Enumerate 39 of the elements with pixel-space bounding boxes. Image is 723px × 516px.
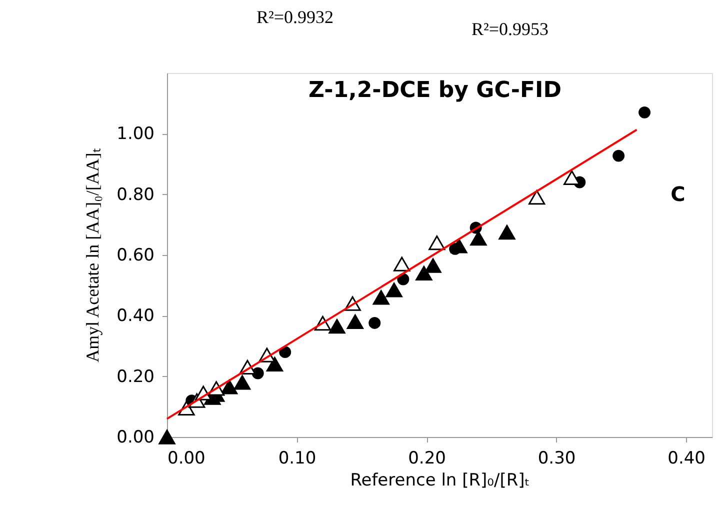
x-tick-label: 0.30: [538, 448, 576, 468]
x-tick-label: 0.10: [278, 448, 316, 468]
point: [638, 106, 651, 118]
x-tick-label: 0.40: [668, 448, 706, 468]
point: [450, 238, 468, 254]
point: [470, 231, 487, 246]
point: [234, 375, 251, 390]
point: [158, 430, 176, 444]
point: [428, 236, 446, 250]
y-tick-label: 0.80: [116, 184, 154, 205]
point: [424, 258, 442, 273]
point: [372, 290, 390, 305]
point: [368, 316, 381, 329]
y-tick-label: 0.60: [116, 246, 154, 266]
point: [386, 282, 402, 298]
point: [416, 266, 432, 281]
text: R²=0.9953: [471, 19, 549, 39]
text: R²=0.9932: [256, 7, 334, 27]
point: [564, 170, 580, 185]
point: [498, 224, 516, 240]
y-tick-label: 0.20: [116, 366, 154, 387]
y-tick-label: 0.40: [116, 306, 154, 326]
point: [328, 318, 346, 334]
y-axis-title: Amyl Acetate ln [AA]₀/[AA]ₜ: [82, 148, 103, 362]
point: [220, 380, 238, 394]
point: [279, 346, 292, 358]
point: [528, 190, 546, 205]
chart-title: Z-1,2-DCE by GC-FID: [308, 78, 562, 103]
annotation: C: [670, 182, 686, 206]
point: [346, 314, 364, 330]
point: [266, 356, 284, 372]
x-axis-title: Reference ln [R]₀/[R]ₜ: [350, 470, 530, 490]
point: [397, 273, 410, 286]
point: [612, 150, 625, 162]
x-tick-label: 0.20: [408, 448, 446, 468]
y-tick-label: 1.00: [116, 124, 154, 144]
x-tick-label: 0.00: [168, 448, 206, 468]
y-tick-label: 0.00: [116, 428, 154, 448]
point: [394, 256, 410, 272]
